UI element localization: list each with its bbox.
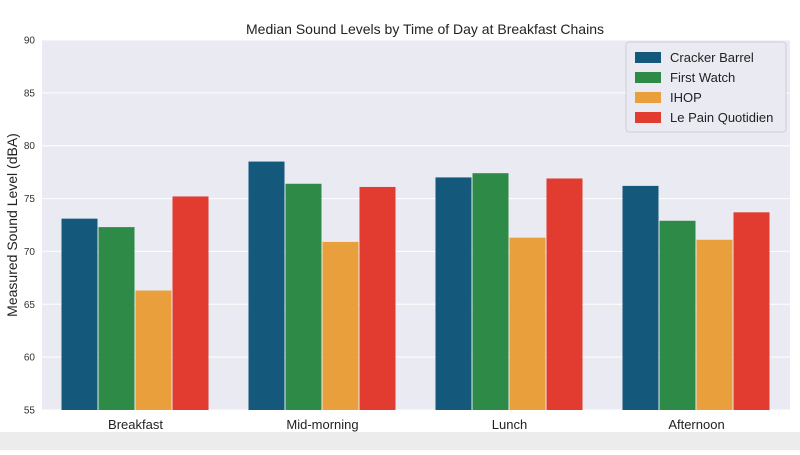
legend-label: Cracker Barrel bbox=[670, 50, 754, 65]
bar bbox=[733, 212, 770, 410]
y-tick-label: 85 bbox=[24, 88, 36, 99]
bar bbox=[359, 186, 396, 410]
bar bbox=[546, 178, 583, 410]
y-axis-ticks: 55 60 65 70 75 80 85 90 bbox=[24, 36, 36, 417]
y-tick-label: 75 bbox=[24, 194, 36, 205]
bar bbox=[472, 173, 509, 410]
bottom-strip bbox=[0, 432, 800, 450]
y-tick-label: 70 bbox=[24, 247, 36, 258]
y-tick-label: 60 bbox=[24, 353, 36, 364]
bar bbox=[135, 290, 172, 410]
legend-swatch bbox=[635, 72, 661, 83]
x-tick-label: Breakfast bbox=[108, 417, 163, 432]
x-tick-label: Afternoon bbox=[668, 417, 724, 432]
x-tick-label: Mid-morning bbox=[286, 417, 358, 432]
bar bbox=[248, 161, 285, 410]
x-tick-label: Lunch bbox=[492, 417, 527, 432]
bar bbox=[659, 220, 696, 410]
y-tick-label: 55 bbox=[24, 406, 36, 417]
bar bbox=[285, 183, 322, 410]
y-tick-label: 65 bbox=[24, 300, 36, 311]
bar bbox=[509, 237, 546, 410]
bar bbox=[172, 196, 209, 410]
y-tick-label: 80 bbox=[24, 141, 36, 152]
legend: Cracker Barrel First Watch IHOP Le Pain Quo… bbox=[625, 41, 787, 133]
legend-label: Le Pain Quotidien bbox=[670, 110, 773, 125]
bar bbox=[622, 185, 659, 410]
x-axis-ticks: Breakfast Mid-morning Lunch Afternoon bbox=[108, 417, 725, 432]
bar bbox=[322, 241, 359, 410]
bars bbox=[61, 161, 770, 410]
y-axis-label: Measured Sound Level (dBA) bbox=[4, 133, 20, 317]
bar bbox=[435, 177, 472, 410]
y-tick-label: 90 bbox=[24, 36, 36, 47]
legend-swatch bbox=[635, 52, 661, 63]
legend-swatch bbox=[635, 92, 661, 103]
bar bbox=[61, 218, 98, 410]
chart-title: Median Sound Levels by Time of Day at Br… bbox=[246, 21, 604, 37]
bar bbox=[696, 239, 733, 410]
bar bbox=[98, 227, 135, 410]
legend-swatch bbox=[635, 112, 661, 123]
legend-label: First Watch bbox=[670, 70, 735, 85]
legend-box bbox=[625, 41, 787, 133]
legend-label: IHOP bbox=[670, 90, 702, 105]
